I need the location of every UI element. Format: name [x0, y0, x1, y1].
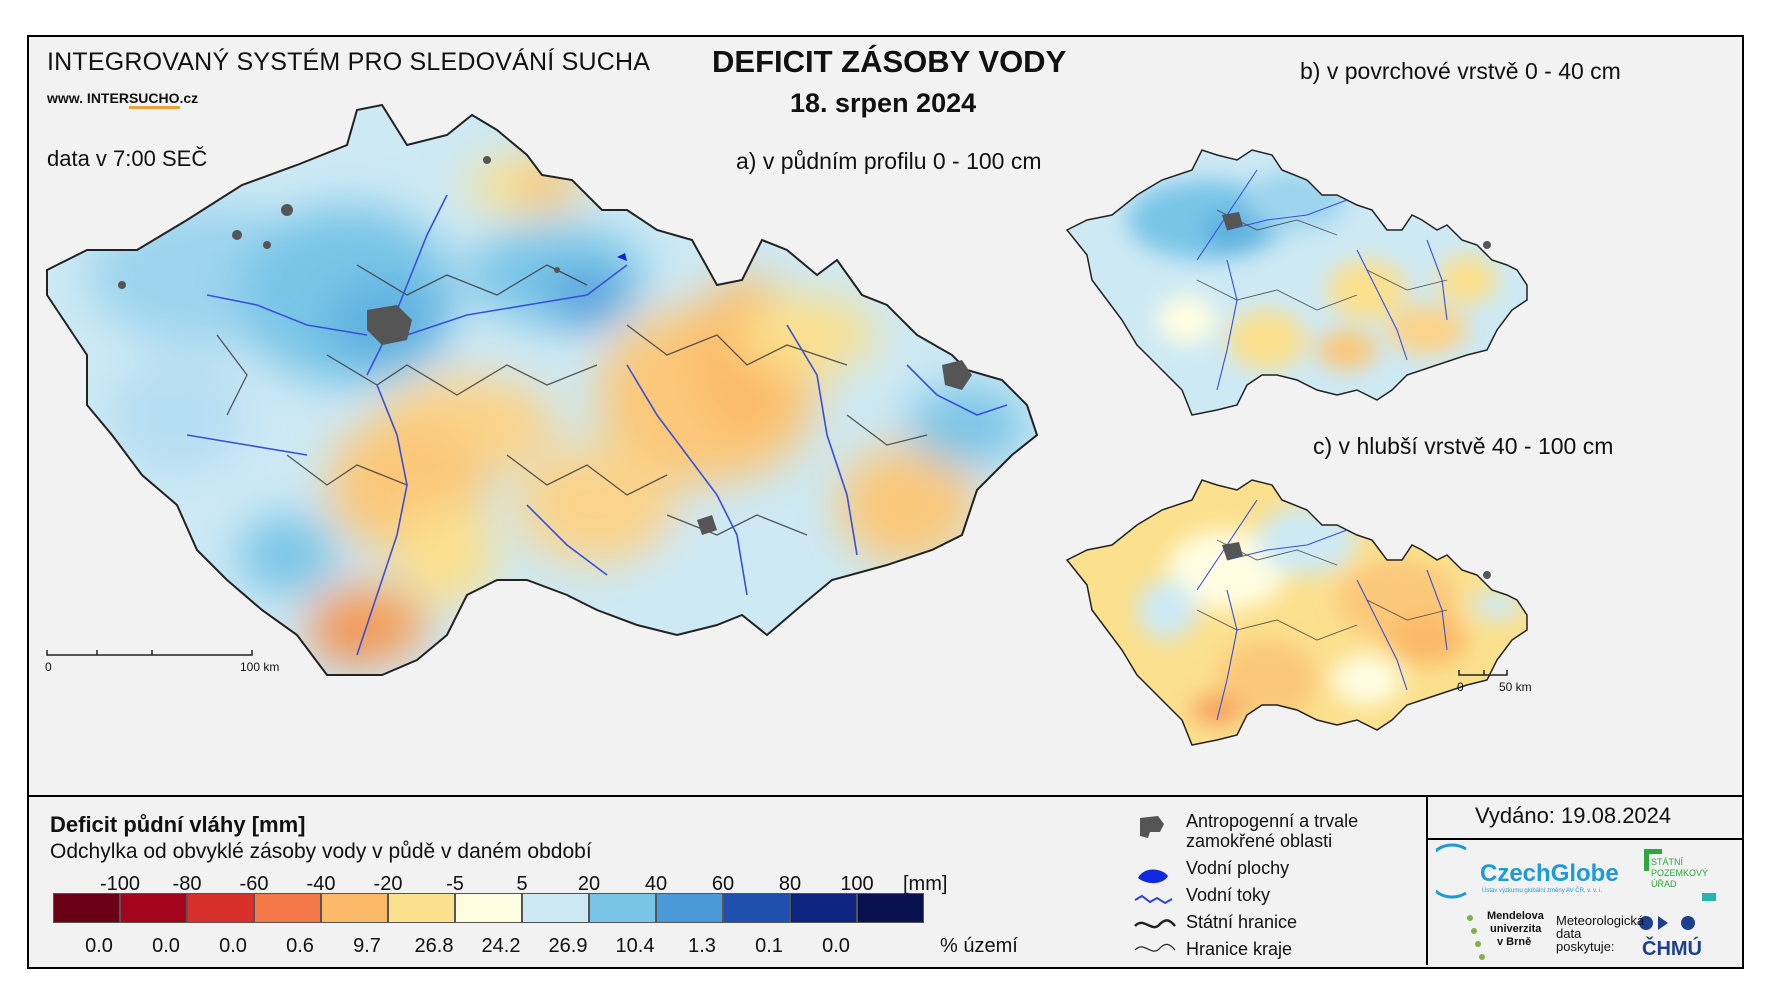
- legend-class-percent: 9.7: [353, 935, 381, 957]
- mendel-logo-icon: [1467, 915, 1485, 960]
- state-border-label: Státní hranice: [1186, 912, 1298, 932]
- legend-class-label: -40: [306, 873, 336, 895]
- meteo-text-1: Meteorologická: [1556, 913, 1645, 928]
- scalebar-main-end: 100 km: [240, 660, 280, 674]
- water-body-icon: [1138, 869, 1168, 884]
- legend-class-percent: 10.4: [615, 935, 655, 957]
- legend-class-label: -20: [373, 873, 403, 895]
- legend-percent-label: % území: [940, 935, 1018, 957]
- region-border-label: Hranice kraje: [1186, 939, 1293, 959]
- water-body-label: Vodní plochy: [1186, 858, 1290, 878]
- legend-class-percent: 0.0: [219, 935, 247, 957]
- legend-class-label: -100: [99, 873, 141, 895]
- legend-class-swatch: [857, 893, 924, 923]
- spu-text-1: STÁTNÍ: [1651, 857, 1684, 867]
- czechglobe-logo: CzechGlobe: [1480, 860, 1619, 887]
- chmu-logo: ČHMÚ: [1642, 938, 1702, 960]
- state-border-icon: [1134, 919, 1176, 929]
- page-title: DEFICIT ZÁSOBY VODY: [712, 44, 1067, 79]
- urban-area-label-1: Antropogenní a trvale: [1186, 811, 1359, 831]
- map-c-title: c) v hlubší vrstvě 40 - 100 cm: [1313, 433, 1614, 459]
- chmu-logo-icon: [1639, 916, 1695, 930]
- legend-class-swatch: [455, 893, 522, 923]
- website-brand: SUCHO: [128, 90, 180, 109]
- issued-divider: [1428, 838, 1742, 840]
- legend-title: Deficit půdní vláhy [mm]: [50, 812, 306, 837]
- spu-text-3: ÚŘAD: [1651, 879, 1677, 889]
- legend-class-label: 20: [577, 873, 601, 895]
- data-time: data v 7:00 SEČ: [47, 146, 208, 171]
- legend-class-swatch: [321, 893, 388, 923]
- legend-class-label: 100: [840, 873, 874, 895]
- mendel-text-2: univerzita: [1490, 923, 1542, 935]
- map-a-soil-profile: [46, 104, 1038, 676]
- issued-panel: [1426, 797, 1744, 965]
- spu-accent-icon: [1702, 893, 1716, 901]
- map-b-title: b) v povrchové vrstvě 0 - 40 cm: [1300, 58, 1621, 84]
- meteo-text-2: data: [1556, 926, 1582, 941]
- legend-class-percent: 26.8: [414, 935, 454, 957]
- map-date: 18. srpen 2024: [790, 88, 977, 118]
- legend-class-swatch: [187, 893, 254, 923]
- legend-class-percent: 0.0: [152, 935, 180, 957]
- spu-text-2: POZEMKOVÝ: [1651, 868, 1709, 878]
- legend-class-label: 5: [516, 873, 528, 895]
- legend-class-swatch: [53, 893, 120, 923]
- czechglobe-logo-icon: [1436, 843, 1467, 899]
- legend-class-swatch: [589, 893, 656, 923]
- legend-divider: [27, 795, 1742, 797]
- river-label: Vodní toky: [1186, 885, 1271, 905]
- website-suffix: .cz: [179, 90, 199, 106]
- legend-class-percent: 26.9: [548, 935, 588, 957]
- legend-class-swatch: [790, 893, 857, 923]
- river-icon: [1134, 894, 1173, 905]
- legend-class-label: 40: [644, 873, 668, 895]
- map-b-surface-layer: [1066, 149, 1528, 416]
- spu-logo-icon: [1644, 849, 1662, 854]
- scalebar-small-zero: 0: [1457, 680, 1464, 694]
- meteo-text-3: poskytuje:: [1556, 939, 1615, 954]
- scalebar-small: [1458, 670, 1508, 676]
- partner-logos: [1436, 843, 1716, 960]
- legend-class-swatch: [522, 893, 589, 923]
- legend-class-label: -5: [446, 873, 464, 895]
- legend-class-percent: 24.2: [481, 935, 521, 957]
- legend-class-percent: 0.6: [286, 935, 314, 957]
- map-canvas: [46, 104, 1528, 746]
- legend-class-swatch: [120, 893, 187, 923]
- legend-class-label: -60: [239, 873, 269, 895]
- legend-class-percent: 1.3: [688, 935, 716, 957]
- scalebar-small-end: 50 km: [1499, 680, 1532, 694]
- legend-class-swatch: [254, 893, 321, 923]
- scalebar-main: [46, 650, 253, 656]
- map-a-title: a) v půdním profilu 0 - 100 cm: [736, 148, 1042, 174]
- legend-class-label: 80: [778, 873, 802, 895]
- czechglobe-subtitle: Ústav výzkumu globální změny AV ČR, v. v…: [1482, 888, 1603, 894]
- legend-class-swatch: [388, 893, 455, 923]
- legend-subtitle: Odchylka od obvyklé zásoby vody v půdě v…: [50, 840, 592, 863]
- legend-class-label: 60: [711, 873, 735, 895]
- scalebar-main-zero: 0: [45, 660, 52, 674]
- mendel-text-1: Mendelova: [1487, 910, 1544, 922]
- legend-class-percent: 0.0: [85, 935, 113, 957]
- system-name: INTEGROVANÝ SYSTÉM PRO SLEDOVÁNÍ SUCHA: [47, 48, 651, 76]
- legend-class-swatch: [656, 893, 723, 923]
- issued-date: Vydáno: 19.08.2024: [1475, 803, 1672, 828]
- legend-class-percent: 0.1: [755, 935, 783, 957]
- legend-class-percent: 0.0: [822, 935, 850, 957]
- legend-class-swatch: [723, 893, 790, 923]
- website-link[interactable]: www. INTERSUCHO.cz: [47, 90, 199, 109]
- region-border-icon: [1134, 943, 1176, 952]
- legend-unit: [mm]: [903, 873, 948, 895]
- map-c-deep-layer: [1066, 479, 1528, 746]
- mendel-text-3: v Brně: [1497, 936, 1532, 948]
- website-prefix: www. INTER: [47, 90, 129, 106]
- legend-class-label: -80: [172, 873, 202, 895]
- urban-area-label-2: zamokřené oblasti: [1186, 831, 1333, 851]
- urban-area-icon: [1140, 816, 1164, 838]
- map-symbols: [1134, 816, 1176, 952]
